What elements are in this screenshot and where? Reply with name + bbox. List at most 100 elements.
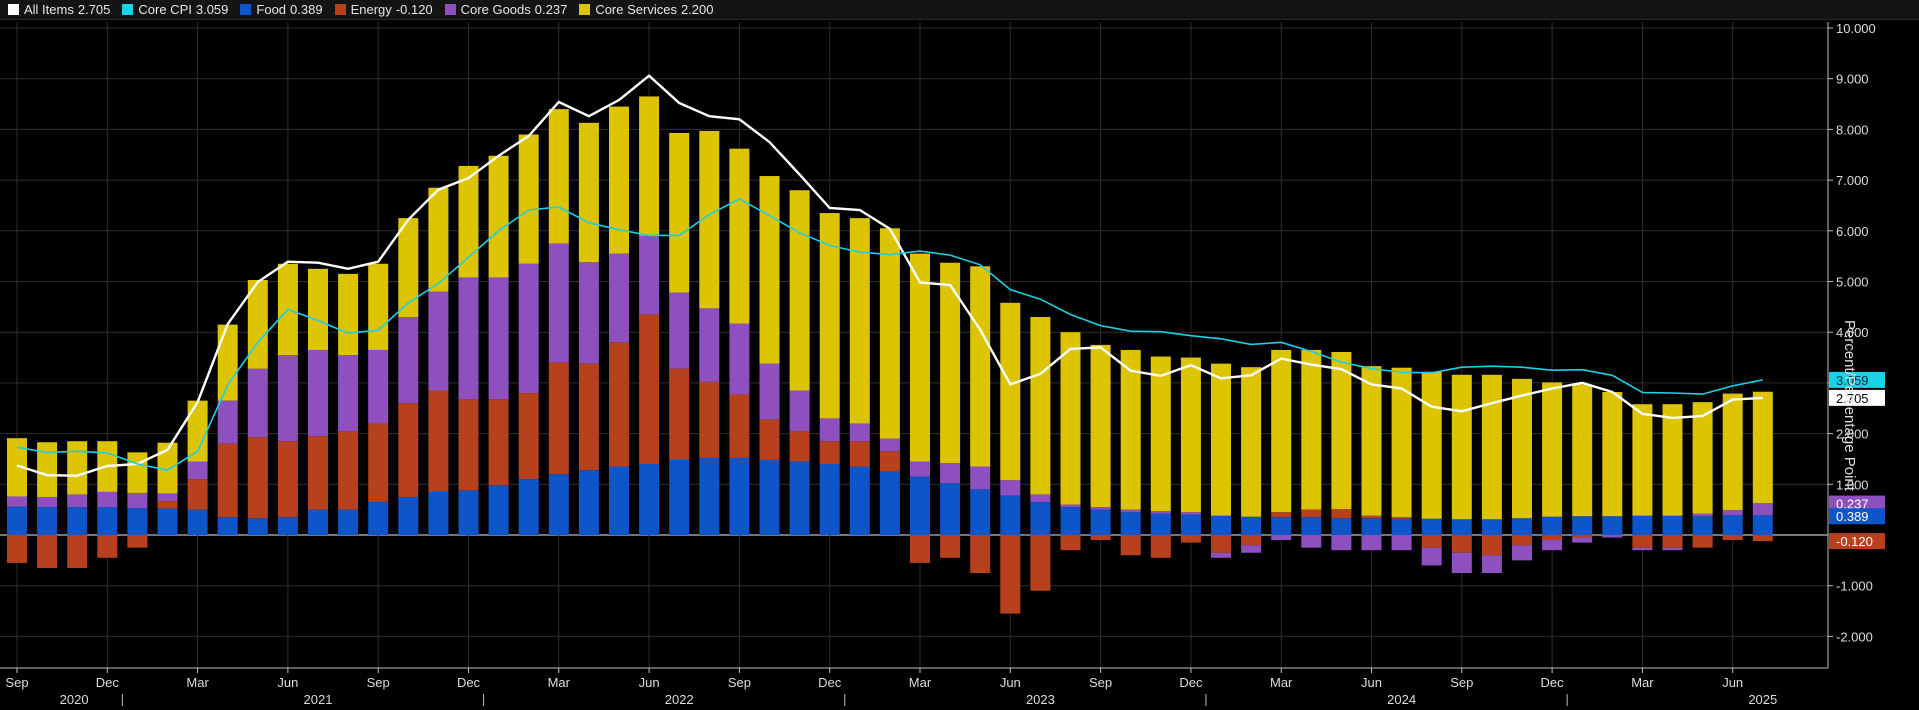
- y-tick-label: 6.000: [1836, 224, 1869, 239]
- bar-food: [277, 517, 298, 535]
- bar-energy: [37, 535, 58, 568]
- bar-core-services: [849, 218, 870, 424]
- bar-energy: [247, 437, 268, 519]
- bar-food: [1241, 516, 1262, 535]
- bar-energy: [1752, 535, 1773, 542]
- bar-energy: [1271, 512, 1292, 518]
- bar-core-services: [578, 122, 599, 263]
- bar-core-goods: [1481, 555, 1502, 574]
- bar-energy: [1090, 535, 1111, 541]
- bar-core-goods: [1421, 547, 1442, 566]
- bar-core-services: [127, 452, 148, 493]
- bar-energy: [1301, 509, 1322, 518]
- x-tick-label: Mar: [909, 675, 932, 690]
- bar-energy: [1451, 535, 1472, 553]
- legend-item-core-services[interactable]: Core Services 2.200: [579, 2, 714, 17]
- bar-food: [548, 474, 569, 535]
- bar-food: [819, 464, 840, 535]
- bar-energy: [759, 419, 780, 460]
- bar-food: [1301, 517, 1322, 535]
- bar-core-services: [548, 109, 569, 244]
- bar-core-services: [910, 253, 930, 462]
- bar-core-services: [1602, 392, 1623, 517]
- y-tick-label: 1.000: [1836, 477, 1869, 492]
- legend-item-food[interactable]: Food 0.389: [240, 2, 323, 17]
- bar-core-goods: [639, 235, 660, 315]
- bar-core-goods: [1180, 512, 1201, 515]
- bar-energy: [308, 436, 328, 510]
- bar-food: [1632, 515, 1653, 535]
- bar-food: [97, 507, 118, 535]
- bar-core-services: [1331, 351, 1352, 510]
- bar-core-services: [669, 132, 690, 293]
- bar-core-services: [37, 442, 58, 497]
- x-tick-label: Mar: [1631, 675, 1654, 690]
- bar-core-goods: [1391, 535, 1412, 551]
- legend-label: Core CPI: [138, 2, 192, 17]
- value-tag: [1829, 508, 1885, 525]
- bar-core-goods: [609, 253, 629, 343]
- bar-food: [1271, 517, 1292, 535]
- legend-swatch: [122, 4, 134, 15]
- bar-core-services: [488, 155, 509, 278]
- bar-core-goods: [1241, 545, 1262, 553]
- bar-core-goods: [940, 463, 961, 484]
- legend-label: Food: [256, 2, 287, 17]
- bar-energy: [1331, 509, 1352, 519]
- bar-energy: [970, 535, 991, 574]
- bar-energy: [458, 399, 479, 491]
- bar-core-goods: [910, 461, 930, 477]
- bar-core-goods: [1572, 537, 1593, 543]
- legend-item-energy[interactable]: Energy -0.120: [334, 2, 433, 17]
- bar-food: [1211, 515, 1231, 535]
- bar-core-goods: [578, 262, 599, 364]
- bar-energy: [1542, 535, 1563, 541]
- bar-core-goods: [338, 355, 359, 432]
- legend-label: All Items: [24, 2, 74, 17]
- bar-energy: [1722, 535, 1743, 541]
- x-tick-label: Sep: [728, 675, 751, 690]
- bar-core-goods: [308, 349, 328, 437]
- legend-swatch: [579, 4, 591, 15]
- bar-core-goods: [789, 390, 810, 432]
- value-tag: [1829, 495, 1885, 512]
- bar-core-services: [1542, 382, 1563, 517]
- bar-food: [1421, 518, 1442, 535]
- legend-swatch: [444, 4, 456, 15]
- bar-core-services: [789, 190, 810, 391]
- bar-energy: [1662, 535, 1683, 548]
- bar-core-goods: [67, 494, 88, 508]
- bar-core-goods: [1301, 535, 1322, 548]
- bar-food: [1060, 507, 1081, 535]
- bar-food: [609, 466, 629, 535]
- legend-item-core-goods[interactable]: Core Goods 0.237: [444, 2, 567, 17]
- legend-item-core-cpi[interactable]: Core CPI 3.059: [122, 2, 228, 17]
- bar-core-services: [428, 187, 449, 292]
- bar-food: [910, 476, 930, 535]
- bar-core-services: [879, 228, 900, 439]
- bar-food: [1662, 515, 1683, 535]
- x-tick-label: Dec: [457, 675, 481, 690]
- bar-core-goods: [1150, 511, 1171, 514]
- legend-value: 2.200: [680, 2, 714, 17]
- x-year-label: 2025: [1748, 692, 1777, 707]
- bar-food: [458, 490, 479, 535]
- bar-core-services: [368, 263, 389, 350]
- bar-core-services: [1361, 366, 1382, 516]
- bar-core-goods: [488, 277, 509, 400]
- bar-core-goods: [1602, 535, 1623, 538]
- y-tick-label: 4.000: [1836, 325, 1869, 340]
- bar-energy: [518, 393, 539, 480]
- bar-core-goods: [458, 277, 479, 400]
- value-tag-label: 0.237: [1836, 497, 1869, 512]
- bar-core-goods: [187, 461, 208, 480]
- bar-energy: [1632, 535, 1653, 548]
- line-core-cpi: [16, 197, 1763, 471]
- legend-item-all-items[interactable]: All Items 2.705: [8, 2, 110, 17]
- bar-food: [1150, 513, 1171, 535]
- bar-core-goods: [217, 400, 238, 444]
- bar-food: [1361, 518, 1382, 535]
- y-tick-label: 8.000: [1836, 122, 1869, 137]
- x-tick-label: Mar: [548, 675, 571, 690]
- bar-core-goods: [428, 291, 449, 391]
